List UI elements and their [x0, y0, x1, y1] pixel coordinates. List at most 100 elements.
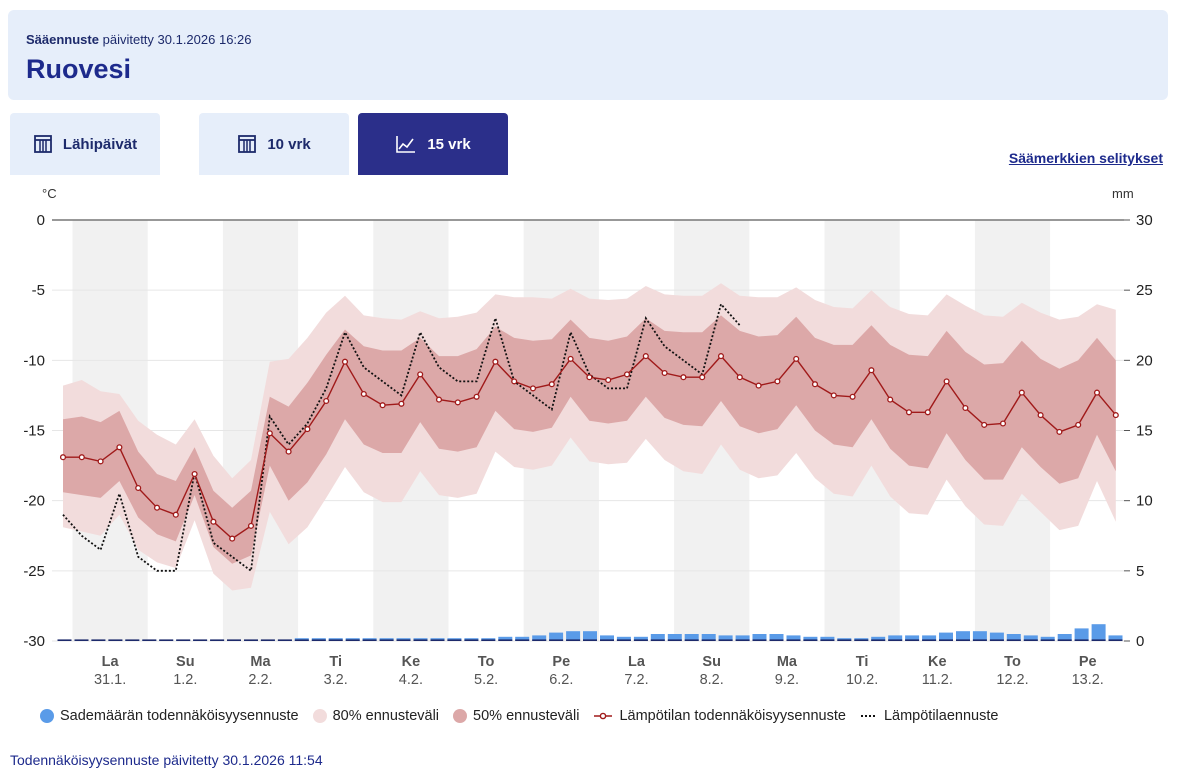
precip-bar-base: [294, 639, 309, 641]
precip-bar: [820, 636, 835, 641]
median-point: [905, 409, 913, 416]
precip-bar-base: [227, 639, 241, 641]
precip-bar: [600, 635, 614, 641]
day-date-label: 12.2.: [996, 672, 1028, 688]
precip-bar: [515, 636, 530, 641]
symbols-explanation-link[interactable]: Säämerkkien selitykset: [1008, 150, 1163, 166]
tab-15-days[interactable]: 15 vrk: [358, 113, 508, 175]
axes: °C mm 0 -5 -10 -15 -20 -25 -30 30 25 20 15 10 5 0 La 31.1…: [23, 186, 1152, 688]
precip-bar-base: [396, 639, 411, 641]
line-chart-icon: [395, 134, 417, 154]
day-date-label: 31.1.: [94, 672, 126, 688]
precip-bar-base: [142, 639, 157, 641]
precip-bar-base: [701, 639, 716, 641]
chart-legend: Sademäärän todennäköisyysennuste 80% enn…: [40, 708, 998, 724]
tab-10-days[interactable]: 10 vrk: [199, 113, 349, 175]
precip-bar-base: [633, 639, 648, 641]
precip-bar-base: [684, 639, 699, 641]
legend-label: Sademäärän todennäköisyysennuste: [60, 708, 299, 724]
precip-bar: [972, 631, 987, 641]
precip-bar: [1006, 634, 1021, 641]
precip-bar: [566, 631, 581, 641]
right-tick-label: 0: [1136, 633, 1144, 650]
median-point: [849, 393, 856, 400]
precip-bar-base: [91, 639, 106, 641]
day-date-label: 9.2.: [775, 672, 799, 688]
median-point: [172, 511, 179, 518]
precip-bar-base: [888, 639, 903, 641]
median-point: [97, 458, 104, 465]
precip-bar-base: [413, 639, 428, 641]
day-name-label: Pe: [552, 654, 570, 670]
precip-bar-base: [176, 639, 191, 641]
precip-bar-base: [972, 639, 987, 641]
precip-bar-base: [328, 639, 343, 641]
median-point: [586, 374, 593, 381]
header-label: Sääennuste: [26, 32, 99, 47]
precip-bar-base: [244, 639, 258, 641]
day-name-label: Ma: [250, 654, 271, 670]
precip-bar-base: [193, 639, 208, 641]
median-point: [229, 535, 236, 542]
day-name-label: Ke: [402, 654, 421, 670]
precip-bar-base: [108, 639, 123, 641]
forecast-bands: [63, 283, 1116, 591]
right-axis-unit: mm: [1112, 186, 1134, 201]
median-point: [473, 393, 480, 400]
median-point: [379, 402, 386, 409]
legend-label: 50% ennusteväli: [473, 708, 580, 724]
median-point: [435, 396, 443, 403]
median-point: [285, 448, 292, 455]
median-point: [191, 470, 198, 478]
median-point: [830, 392, 837, 399]
deterministic-line: [62, 302, 741, 573]
band80-swatch-icon: [312, 709, 327, 723]
day-name-label: Su: [176, 654, 195, 670]
precip-bar: [718, 635, 733, 641]
precip-bar-base: [532, 639, 547, 641]
precip-bar: [633, 636, 648, 641]
legend-band80: 80% ennusteväli: [312, 708, 439, 724]
median-point: [341, 358, 349, 365]
day-date-label: 8.2.: [700, 672, 724, 688]
day-date-label: 7.2.: [624, 672, 648, 688]
tab-nearby-days[interactable]: Lähipäivät: [10, 113, 160, 175]
precip-bar-base: [616, 639, 631, 641]
median-point: [247, 522, 255, 529]
precip-bar-base: [820, 639, 835, 641]
precip-bar-base: [905, 639, 920, 641]
median-line-icon: [594, 712, 613, 720]
probability-updated-note: Todennäköisyysennuste päivitetty 30.1.20…: [10, 752, 323, 768]
band-50: [63, 315, 1116, 564]
precip-bar-base: [600, 639, 614, 641]
precip-bar-base: [786, 639, 801, 641]
precip-bar: [616, 636, 631, 641]
precip-bar-base: [515, 639, 530, 641]
precip-bar-base: [854, 639, 869, 641]
median-point: [717, 353, 725, 360]
legend-label: Lämpötilan todennäköisyysennuste: [619, 708, 846, 724]
precip-bar-base: [922, 639, 937, 641]
median-point: [699, 374, 706, 381]
precip-bar-base: [939, 639, 953, 641]
precip-bar-base: [1023, 639, 1038, 641]
median-point: [962, 404, 969, 412]
precip-bar: [939, 632, 953, 641]
precip-bar: [498, 636, 513, 641]
median-point: [924, 409, 931, 416]
precip-bar: [1040, 636, 1055, 641]
left-tick-label: -30: [23, 633, 45, 650]
median-point: [360, 390, 367, 398]
precip-bar-base: [311, 639, 326, 641]
legend-precip: Sademäärän todennäköisyysennuste: [40, 708, 299, 724]
left-tick-label: 0: [37, 212, 45, 229]
median-point: [1075, 421, 1082, 428]
day-name-label: To: [478, 654, 495, 670]
header-updated: päivitetty 30.1.2026 16:26: [102, 32, 252, 47]
left-axis-unit: °C: [42, 186, 57, 201]
precip-bar-base: [210, 639, 225, 641]
median-point: [1018, 389, 1025, 396]
precip-bar: [989, 632, 1004, 641]
precip-bar-base: [1040, 639, 1055, 641]
left-tick-label: -10: [23, 352, 45, 369]
